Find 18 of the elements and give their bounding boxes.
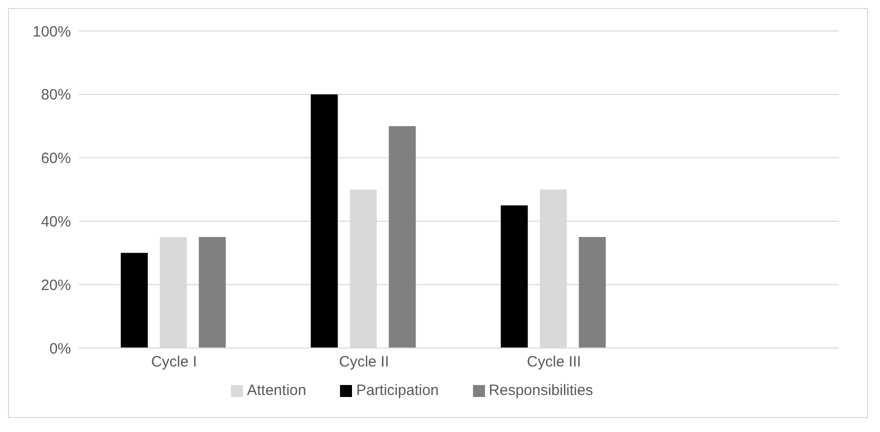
- x-tick-label: Cycle II: [338, 354, 390, 371]
- legend-label: Responsibilities: [488, 382, 593, 399]
- x-tick-label: Cycle I: [151, 354, 197, 371]
- y-tick-label: 20%: [40, 276, 71, 294]
- bar: [500, 205, 528, 348]
- y-tick-label: 80%: [40, 86, 71, 104]
- bar: [578, 237, 606, 348]
- legend-label: Participation: [356, 382, 439, 399]
- legend-label: Attention: [247, 382, 306, 399]
- y-tick-label: 40%: [40, 214, 71, 231]
- y-tick-label: 60%: [40, 150, 71, 168]
- bar: [388, 126, 416, 348]
- bar: [198, 237, 226, 348]
- x-tick-label: Cycle III: [526, 354, 582, 371]
- y-tick-label: 100%: [32, 23, 71, 40]
- bar: [120, 252, 148, 348]
- y-tick-label: 0%: [49, 340, 71, 358]
- bar: [310, 94, 338, 348]
